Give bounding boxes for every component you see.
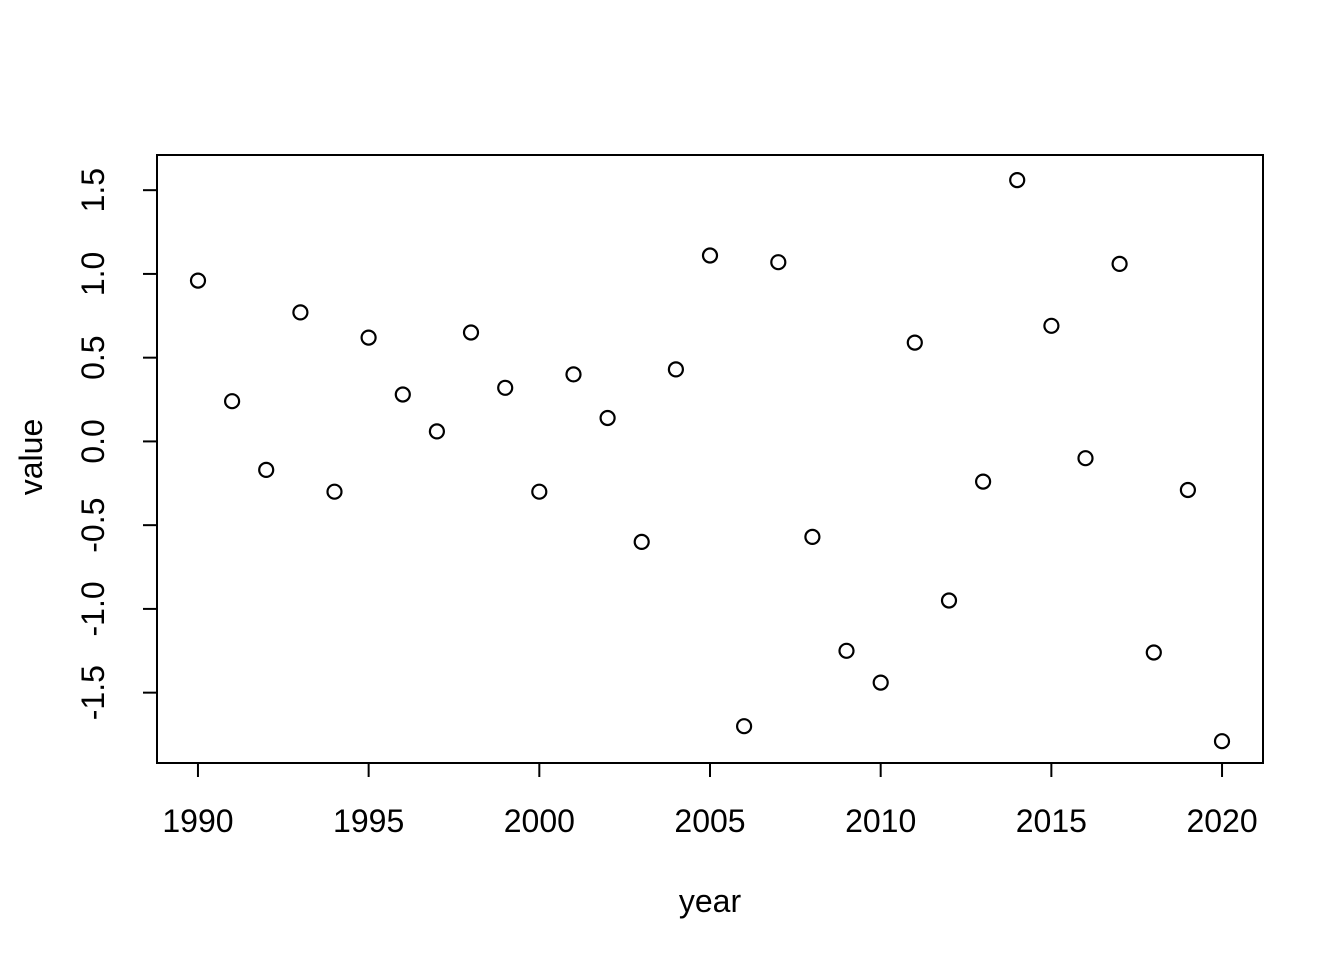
data-point xyxy=(1145,644,1162,661)
data-point xyxy=(497,379,514,396)
x-tick-label: 1995 xyxy=(333,803,404,839)
x-axis-label: year xyxy=(679,883,742,919)
data-point xyxy=(974,473,992,490)
x-tick-label: 2020 xyxy=(1186,803,1257,839)
data-point xyxy=(1111,255,1128,272)
y-tick-label: 1.0 xyxy=(75,252,111,296)
y-tick-label: -1.5 xyxy=(75,665,111,720)
data-point xyxy=(1043,317,1060,334)
plot-box xyxy=(156,154,1264,764)
data-point xyxy=(326,483,343,500)
y-tick-label: 0.0 xyxy=(75,419,111,463)
data-point xyxy=(735,718,753,735)
data-point xyxy=(633,533,650,551)
data-point xyxy=(360,329,377,346)
y-tick-label: 0.5 xyxy=(75,335,111,379)
data-point xyxy=(770,254,787,271)
data-point xyxy=(189,272,207,289)
data-point xyxy=(1179,481,1197,499)
data-point xyxy=(940,592,958,609)
data-point xyxy=(258,461,275,478)
x-tick-label: 2010 xyxy=(845,803,916,839)
data-point xyxy=(531,483,548,500)
data-point xyxy=(224,393,241,410)
x-axis-ticks: 1990 1995 2000 2005 2010 2015 2020 xyxy=(162,763,1258,839)
x-tick-label: 2015 xyxy=(1016,803,1087,839)
data-point xyxy=(292,304,309,321)
data-point xyxy=(804,528,821,546)
y-tick-label: -1.0 xyxy=(75,581,111,636)
data-point xyxy=(1009,172,1026,189)
data-point xyxy=(1213,733,1231,750)
y-axis-label: value xyxy=(13,419,49,496)
data-point xyxy=(838,642,855,659)
data-point xyxy=(906,334,923,351)
data-point xyxy=(462,324,480,341)
data-point xyxy=(599,409,616,427)
x-tick-label: 2000 xyxy=(504,803,575,839)
data-point xyxy=(394,386,411,403)
data-points xyxy=(189,172,1231,750)
data-point xyxy=(872,674,889,691)
x-tick-label: 1990 xyxy=(162,803,233,839)
x-tick-label: 2005 xyxy=(674,803,745,839)
data-point xyxy=(701,247,719,264)
y-tick-label: 1.5 xyxy=(75,168,111,212)
data-point xyxy=(565,366,582,383)
data-point xyxy=(428,423,445,440)
y-axis-ticks: -1.5 -1.0 -0.5 0.0 0.5 1.0 1.5 xyxy=(75,168,157,720)
y-tick-label: -0.5 xyxy=(75,498,111,553)
data-point xyxy=(1077,450,1094,467)
data-point xyxy=(667,361,685,378)
